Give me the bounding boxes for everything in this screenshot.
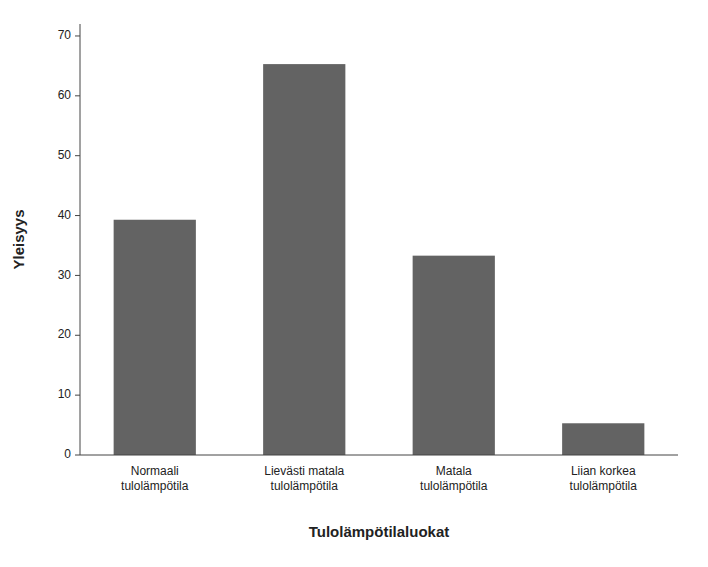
y-tick-label: 20 (58, 327, 72, 341)
x-tick-label-line: tulolämpötila (570, 479, 638, 493)
bar (114, 220, 196, 455)
x-tick-label-line: Matala (436, 464, 472, 478)
chart-container: 010203040506070NormaalitulolämpötilaLiev… (0, 0, 708, 567)
x-tick-label-line: tulolämpötila (420, 479, 488, 493)
y-tick (75, 455, 80, 456)
y-tick-label: 30 (58, 268, 72, 282)
y-tick (75, 35, 80, 36)
y-tick (75, 155, 80, 156)
y-axis-line (80, 24, 81, 455)
x-tick-label-line: tulolämpötila (121, 479, 189, 493)
x-axis-label: Tulolämpötilaluokat (309, 523, 450, 540)
y-tick-label: 60 (58, 88, 72, 102)
y-axis-label: Yleisyys (10, 209, 27, 269)
axes: 010203040506070NormaalitulolämpötilaLiev… (58, 24, 678, 493)
y-tick (75, 335, 80, 336)
y-tick-label: 40 (58, 208, 72, 222)
y-tick (75, 395, 80, 396)
x-tick-label: Normaalitulolämpötila (121, 464, 189, 493)
y-tick-label: 50 (58, 148, 72, 162)
x-tick-label: Lievästi matalatulolämpötila (264, 464, 344, 493)
bars (114, 64, 645, 455)
y-tick (75, 215, 80, 216)
x-axis-line (80, 455, 678, 456)
y-tick-label: 0 (64, 447, 71, 461)
x-tick-label: Liian korkeatulolämpötila (570, 464, 638, 493)
y-tick-label: 70 (58, 28, 72, 42)
x-tick-label-line: Normaali (131, 464, 179, 478)
x-tick-label-line: Liian korkea (571, 464, 636, 478)
bar (263, 64, 345, 455)
y-tick-label: 10 (58, 387, 72, 401)
x-tick-label-line: Lievästi matala (264, 464, 344, 478)
x-tick-label-line: tulolämpötila (271, 479, 339, 493)
bar (562, 423, 644, 455)
chart-svg: 010203040506070NormaalitulolämpötilaLiev… (0, 0, 708, 567)
x-tick-label: Matalatulolämpötila (420, 464, 488, 493)
bar (413, 256, 495, 455)
y-tick (75, 275, 80, 276)
y-tick (75, 95, 80, 96)
